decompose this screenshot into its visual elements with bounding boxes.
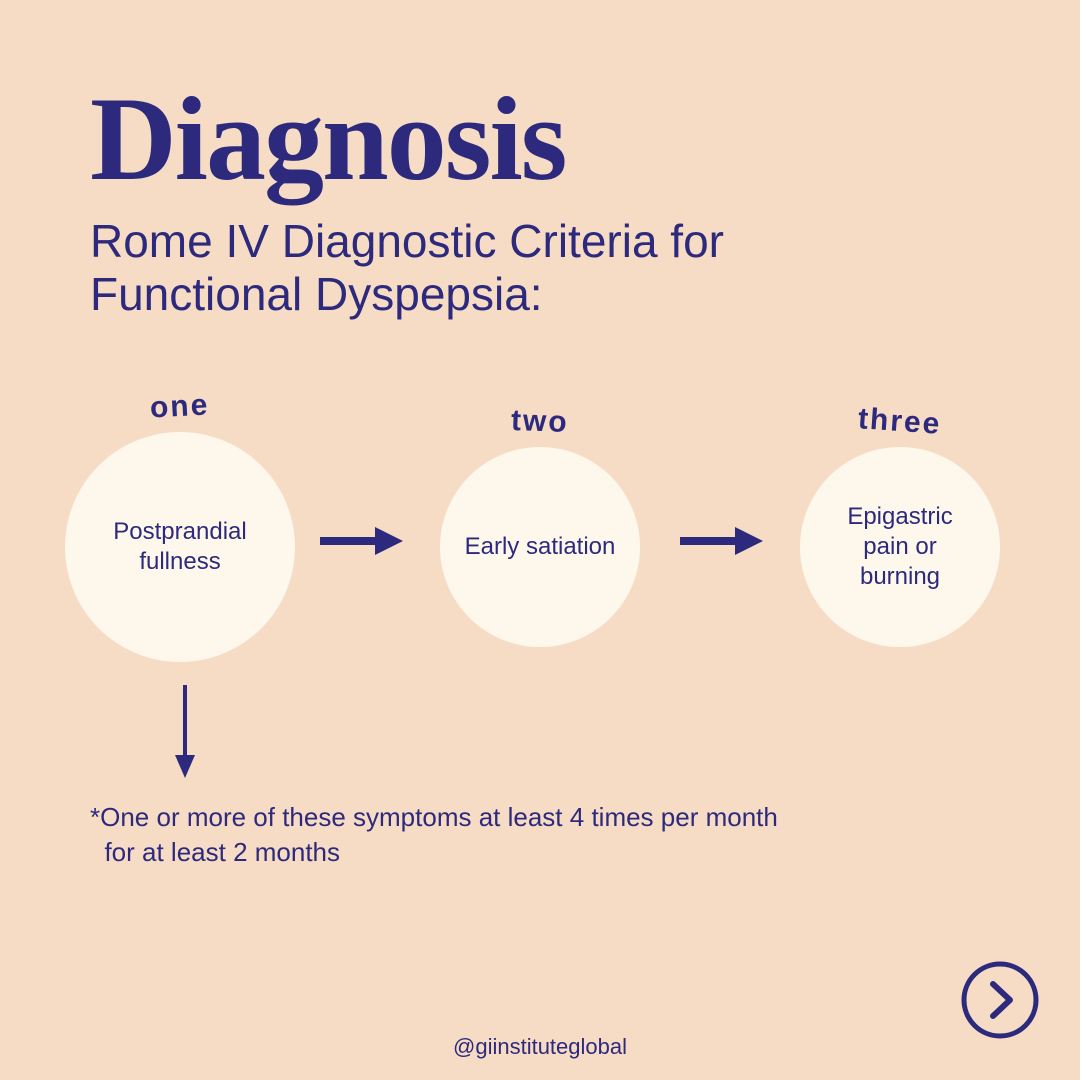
node-label-three: three xyxy=(857,402,943,442)
node-label-two: two xyxy=(511,404,570,440)
arrow-right-icon xyxy=(315,491,405,561)
chevron-right-icon xyxy=(960,960,1040,1040)
subtitle-line-1: Rome IV Diagnostic Criteria for xyxy=(90,215,724,267)
arrow-right-icon xyxy=(675,491,765,561)
footnote: *One or more of these symptoms at least … xyxy=(90,800,778,870)
footnote-line-2: for at least 2 months xyxy=(90,837,340,867)
page-title: Diagnosis xyxy=(90,70,565,208)
node-one: one Postprandial fullness xyxy=(70,390,290,662)
social-handle: @giinstituteglobal xyxy=(0,1034,1080,1060)
page-subtitle: Rome IV Diagnostic Criteria for Function… xyxy=(90,215,724,321)
arrow-down-icon xyxy=(170,680,200,785)
subtitle-line-2: Functional Dyspepsia: xyxy=(90,268,543,320)
node-circle-one: Postprandial fullness xyxy=(65,432,295,662)
node-three: three Epigastric pain or burning xyxy=(790,405,1010,647)
node-label-one: one xyxy=(149,388,210,425)
footnote-line-1: *One or more of these symptoms at least … xyxy=(90,802,778,832)
node-circle-two: Early satiation xyxy=(440,447,640,647)
node-two: two Early satiation xyxy=(430,405,650,647)
next-button[interactable] xyxy=(960,960,1040,1040)
flowchart: one Postprandial fullness two Early sati… xyxy=(70,390,1010,662)
node-circle-three: Epigastric pain or burning xyxy=(800,447,1000,647)
